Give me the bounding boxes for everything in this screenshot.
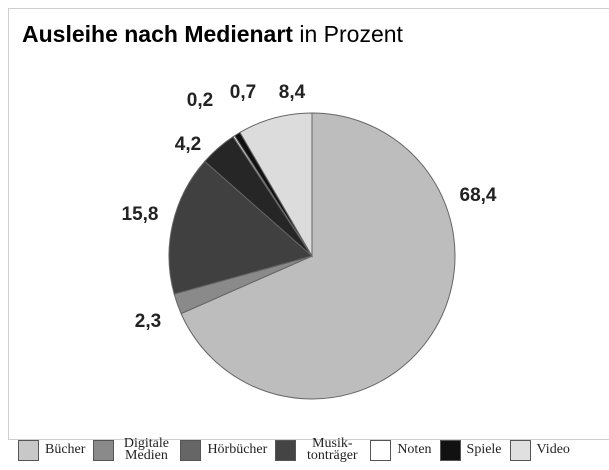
chart-subtitle: in Prozent — [299, 21, 403, 47]
pie-slice — [168, 160, 314, 295]
legend-item: Spiele — [439, 439, 502, 461]
legend-swatch — [180, 439, 202, 461]
data-label: 4,2 — [175, 134, 201, 155]
data-label: 2,3 — [135, 311, 161, 332]
legend-item: Hörbücher — [180, 439, 268, 461]
data-label: 0,7 — [230, 82, 256, 103]
legend-label: Musik-tonträger — [307, 436, 358, 463]
chart-title: Ausleihe nach Medienart — [22, 21, 293, 47]
legend-item: Noten — [370, 439, 432, 461]
frame — [8, 8, 609, 440]
legend-label: Digitale Medien — [123, 436, 169, 463]
legend-swatch — [275, 439, 297, 461]
pie-slice — [180, 112, 456, 400]
pie-slice — [239, 112, 313, 258]
legend-swatch — [439, 439, 461, 461]
legend-swatch — [18, 439, 39, 461]
legend-label: Bücher — [45, 442, 86, 457]
legend-item: Video — [509, 439, 570, 461]
legend-label: Video — [536, 442, 570, 457]
legend-label: Spiele — [466, 442, 502, 457]
legend-label: Noten — [397, 442, 432, 457]
legend-swatch — [370, 439, 392, 461]
legend-item: Bücher — [18, 439, 86, 461]
legend: Bücher Digitale Medien Hörbücher Musik-tont… — [18, 430, 578, 470]
legend-label: Hörbücher — [207, 442, 268, 457]
data-label: 8,4 — [279, 82, 306, 103]
legend-swatch — [509, 439, 531, 461]
chart-title-group: Ausleihe nach Medienart in Prozent — [22, 21, 404, 47]
data-label: 0,2 — [187, 90, 213, 111]
legend-item: Musik-tonträger — [275, 436, 362, 463]
legend-swatch — [93, 439, 115, 461]
data-label: 15,8 — [122, 204, 159, 225]
legend-item: Digitale Medien — [93, 436, 172, 463]
data-label: 68,4 — [460, 185, 497, 206]
